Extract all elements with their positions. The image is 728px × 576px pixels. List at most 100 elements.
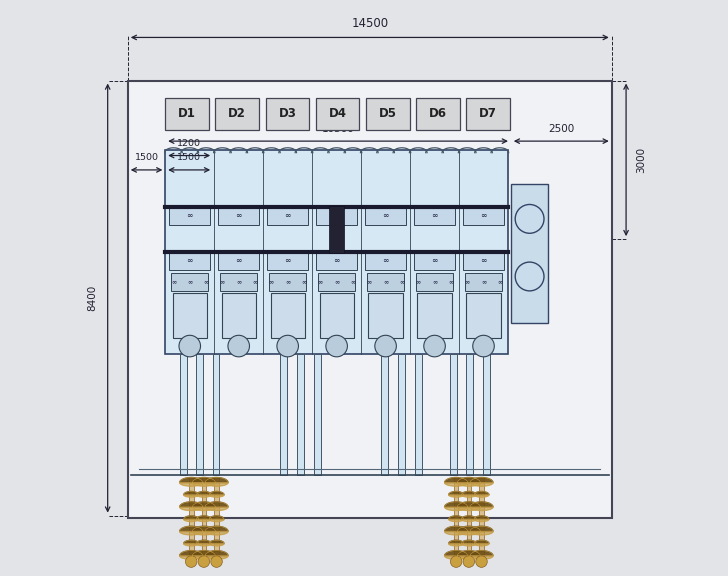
Text: ∞: ∞ bbox=[382, 211, 389, 220]
Circle shape bbox=[277, 335, 298, 357]
Polygon shape bbox=[183, 495, 199, 497]
Text: 3000: 3000 bbox=[636, 147, 646, 173]
Polygon shape bbox=[180, 502, 202, 507]
Text: ∞: ∞ bbox=[416, 280, 421, 285]
Circle shape bbox=[475, 556, 487, 567]
Bar bbox=[414, 206, 455, 225]
Bar bbox=[316, 206, 357, 225]
Text: ∞: ∞ bbox=[464, 280, 470, 285]
Text: ∞: ∞ bbox=[236, 211, 242, 220]
Polygon shape bbox=[183, 491, 199, 495]
Polygon shape bbox=[192, 556, 215, 559]
Polygon shape bbox=[445, 502, 467, 507]
Polygon shape bbox=[192, 483, 215, 486]
Bar bbox=[416, 274, 453, 291]
Bar bbox=[463, 251, 504, 270]
Polygon shape bbox=[183, 544, 199, 546]
Text: ∞: ∞ bbox=[383, 280, 388, 285]
Bar bbox=[511, 184, 548, 323]
Text: 1500: 1500 bbox=[177, 153, 201, 162]
Polygon shape bbox=[197, 491, 211, 495]
Bar bbox=[267, 206, 308, 225]
Bar bbox=[466, 354, 473, 475]
Bar bbox=[220, 274, 257, 291]
Circle shape bbox=[463, 556, 475, 567]
Bar bbox=[169, 251, 210, 270]
Circle shape bbox=[179, 335, 200, 357]
Bar bbox=[365, 98, 410, 130]
Text: ∞: ∞ bbox=[253, 280, 258, 285]
Circle shape bbox=[451, 556, 462, 567]
Polygon shape bbox=[445, 507, 467, 510]
Bar bbox=[479, 477, 484, 562]
Text: ∞: ∞ bbox=[480, 256, 487, 265]
Polygon shape bbox=[180, 556, 202, 559]
Text: ∞: ∞ bbox=[334, 280, 339, 285]
Text: ∞: ∞ bbox=[333, 256, 340, 265]
Polygon shape bbox=[457, 507, 480, 510]
Polygon shape bbox=[448, 516, 464, 520]
Text: ∞: ∞ bbox=[236, 280, 242, 285]
Polygon shape bbox=[205, 507, 228, 510]
Text: D2: D2 bbox=[229, 107, 246, 120]
Polygon shape bbox=[192, 507, 215, 510]
Bar bbox=[267, 251, 308, 270]
Polygon shape bbox=[448, 520, 464, 521]
Bar bbox=[271, 293, 305, 338]
Polygon shape bbox=[462, 544, 476, 546]
Circle shape bbox=[326, 335, 347, 357]
Polygon shape bbox=[457, 551, 480, 556]
Polygon shape bbox=[192, 502, 215, 507]
Bar bbox=[165, 98, 209, 130]
Polygon shape bbox=[474, 495, 489, 497]
Circle shape bbox=[515, 204, 544, 233]
Text: ∞: ∞ bbox=[220, 280, 225, 285]
Text: D3: D3 bbox=[278, 107, 296, 120]
Polygon shape bbox=[457, 502, 480, 507]
Text: ∞: ∞ bbox=[432, 256, 438, 265]
Polygon shape bbox=[448, 495, 464, 497]
Polygon shape bbox=[470, 502, 493, 507]
Polygon shape bbox=[462, 520, 476, 521]
Polygon shape bbox=[209, 540, 224, 544]
Text: D7: D7 bbox=[479, 107, 496, 120]
Polygon shape bbox=[205, 478, 228, 483]
Polygon shape bbox=[183, 540, 199, 544]
Text: ∞: ∞ bbox=[187, 280, 192, 285]
Polygon shape bbox=[448, 544, 464, 546]
Polygon shape bbox=[448, 540, 464, 544]
Polygon shape bbox=[470, 532, 493, 535]
Text: ∞: ∞ bbox=[186, 211, 193, 220]
Bar bbox=[189, 477, 194, 562]
Bar bbox=[316, 251, 357, 270]
Polygon shape bbox=[445, 532, 467, 535]
Bar bbox=[214, 477, 219, 562]
Text: 14500: 14500 bbox=[351, 17, 388, 30]
Polygon shape bbox=[197, 540, 211, 544]
Text: 1200: 1200 bbox=[177, 139, 201, 148]
Polygon shape bbox=[470, 526, 493, 532]
Polygon shape bbox=[205, 556, 228, 559]
Bar bbox=[463, 206, 504, 225]
Polygon shape bbox=[192, 551, 215, 556]
Bar bbox=[483, 354, 489, 475]
Text: ∞: ∞ bbox=[285, 256, 291, 265]
Bar bbox=[365, 206, 406, 225]
Bar bbox=[367, 274, 404, 291]
Text: ∞: ∞ bbox=[399, 280, 405, 285]
Bar bbox=[171, 274, 208, 291]
Polygon shape bbox=[457, 532, 480, 535]
Bar bbox=[381, 354, 387, 475]
Bar bbox=[467, 477, 471, 562]
Text: ∞: ∞ bbox=[481, 280, 486, 285]
Bar bbox=[165, 150, 508, 354]
Text: ∞: ∞ bbox=[333, 211, 340, 220]
Text: 1500: 1500 bbox=[135, 153, 159, 162]
Bar bbox=[314, 354, 321, 475]
Bar bbox=[365, 251, 406, 270]
Circle shape bbox=[424, 335, 446, 357]
Bar bbox=[197, 354, 203, 475]
Bar bbox=[266, 98, 309, 130]
Bar bbox=[415, 354, 422, 475]
Polygon shape bbox=[445, 478, 467, 483]
